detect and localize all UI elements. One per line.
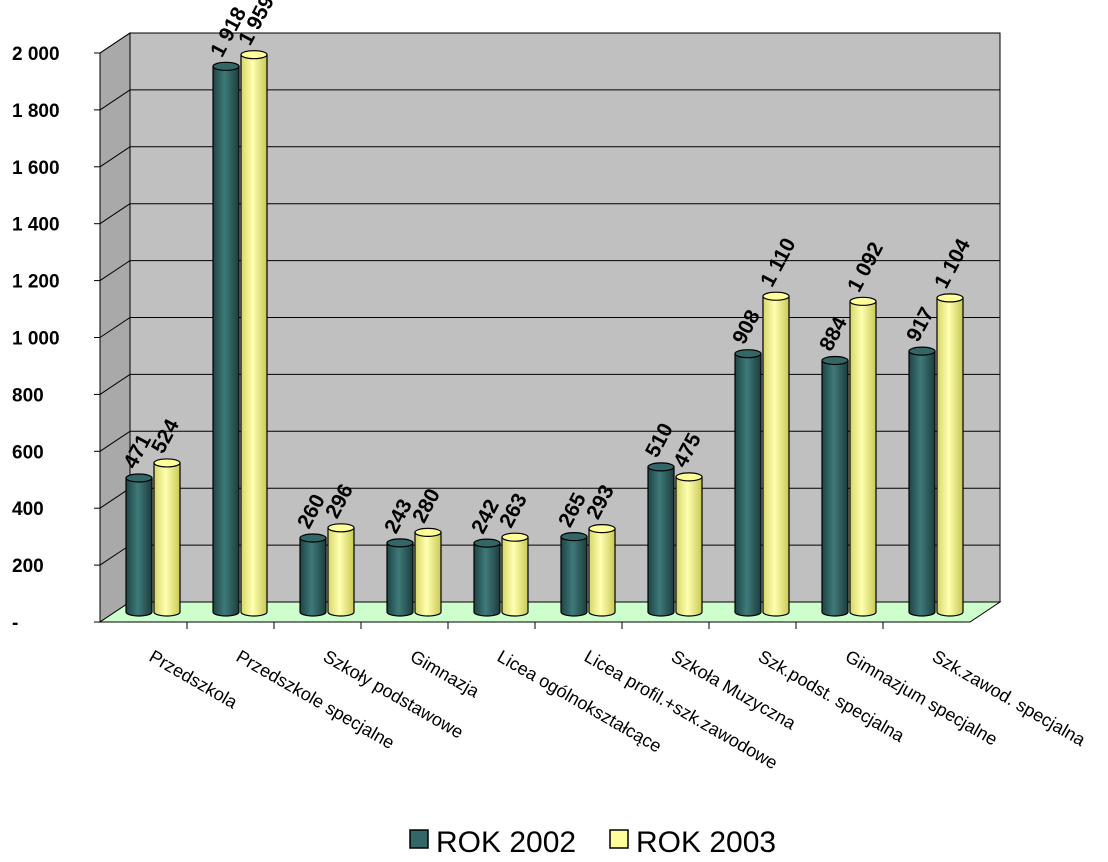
bar-top bbox=[821, 355, 849, 366]
y-tick-label: 200 bbox=[12, 556, 44, 577]
bar-body bbox=[560, 536, 588, 617]
bar bbox=[821, 355, 849, 617]
bar-top bbox=[762, 291, 790, 301]
gridline-depth bbox=[99, 203, 131, 225]
bar bbox=[675, 472, 703, 617]
bar bbox=[849, 296, 877, 617]
x-tick-label: Szkoły podstawowe bbox=[320, 646, 467, 742]
bars bbox=[125, 50, 964, 617]
bar-top bbox=[212, 61, 240, 71]
x-tick-label: Gimnazjum specjalne bbox=[842, 646, 1001, 749]
bar-top bbox=[734, 349, 762, 359]
gridline-depth bbox=[99, 373, 131, 395]
bar-body bbox=[473, 542, 501, 617]
bar-top bbox=[125, 473, 153, 483]
bar bbox=[240, 50, 268, 617]
x-tick-label: Przedszkole specjalne bbox=[233, 646, 398, 753]
y-tick-label: 2 000 bbox=[12, 44, 60, 65]
bar-top bbox=[675, 472, 703, 482]
gridline-depth bbox=[99, 544, 131, 566]
y-tick-label: 1 000 bbox=[12, 329, 60, 350]
x-tick-label: Szk.zawod. specjalna bbox=[929, 646, 1090, 750]
bar-top bbox=[908, 346, 936, 356]
y-tick-label: 1 400 bbox=[12, 215, 60, 236]
bar bbox=[734, 349, 762, 617]
legend: ROK 2002 ROK 2003 bbox=[409, 826, 776, 859]
bar-body bbox=[240, 54, 268, 617]
bar-top bbox=[240, 50, 268, 60]
legend-label: ROK 2002 bbox=[436, 826, 576, 859]
gridline-depth bbox=[99, 146, 131, 168]
bar bbox=[125, 473, 153, 617]
bar bbox=[560, 532, 588, 617]
bar-body bbox=[647, 466, 675, 617]
y-tick-label: 400 bbox=[12, 499, 44, 520]
bar-top bbox=[327, 523, 355, 533]
legend-label: ROK 2003 bbox=[636, 826, 776, 859]
bar-top bbox=[849, 296, 877, 306]
bar-body bbox=[386, 542, 414, 617]
bar-body bbox=[588, 528, 616, 617]
y-tick-label: 1 200 bbox=[12, 272, 60, 293]
bar bbox=[414, 527, 442, 617]
bar-top bbox=[647, 462, 675, 472]
bar-top bbox=[473, 538, 501, 548]
bar-body bbox=[821, 359, 849, 617]
x-tick-label: Licea ogólnokształcące bbox=[494, 646, 665, 756]
gridline-depth bbox=[99, 317, 131, 338]
bar bbox=[936, 293, 964, 617]
bar-top bbox=[501, 532, 529, 542]
bar-body bbox=[762, 295, 790, 617]
bar bbox=[588, 524, 616, 617]
bar-body bbox=[299, 537, 327, 617]
legend-swatch bbox=[409, 829, 429, 849]
bar bbox=[908, 346, 936, 617]
bar bbox=[473, 538, 501, 617]
legend-swatch bbox=[609, 829, 629, 849]
x-tick-label: Gimnazja bbox=[407, 646, 484, 702]
bar bbox=[299, 533, 327, 617]
y-tick-label: 1 800 bbox=[12, 101, 60, 122]
y-tick-label: 1 600 bbox=[12, 158, 60, 179]
x-tick-label: Przedszkola bbox=[146, 646, 242, 713]
bar-top bbox=[588, 524, 616, 534]
bar-body bbox=[734, 353, 762, 617]
bar-body bbox=[936, 297, 964, 617]
bar-top bbox=[560, 532, 588, 542]
y-tick-label: 800 bbox=[12, 385, 44, 406]
bar-body bbox=[414, 531, 442, 617]
x-tick-label: Szk.podst. specjalna bbox=[755, 646, 909, 746]
gridline-depth bbox=[99, 487, 131, 509]
bar-body bbox=[675, 476, 703, 617]
y-tick-label: - bbox=[12, 613, 18, 634]
bar bbox=[212, 61, 240, 617]
bar bbox=[153, 458, 181, 617]
bar-body bbox=[501, 536, 529, 617]
bar-body bbox=[908, 350, 936, 617]
bar-top bbox=[386, 538, 414, 548]
gridline-depth bbox=[99, 260, 131, 282]
bar-top bbox=[936, 293, 964, 303]
gridline-depth bbox=[99, 32, 131, 54]
bar bbox=[501, 532, 529, 617]
bar-body bbox=[125, 477, 153, 617]
bar bbox=[327, 523, 355, 617]
bar-body bbox=[212, 65, 240, 617]
gridline-depth bbox=[99, 89, 131, 111]
bar-body bbox=[153, 462, 181, 617]
bar bbox=[647, 462, 675, 617]
bar-body bbox=[849, 300, 877, 617]
bar-top bbox=[414, 527, 442, 537]
bar bbox=[386, 538, 414, 617]
gridline-depth bbox=[99, 430, 131, 452]
bar-body bbox=[327, 527, 355, 617]
bar-top bbox=[153, 458, 181, 468]
y-tick-label: 600 bbox=[12, 442, 44, 463]
bar-top bbox=[299, 533, 327, 543]
bar bbox=[762, 291, 790, 617]
